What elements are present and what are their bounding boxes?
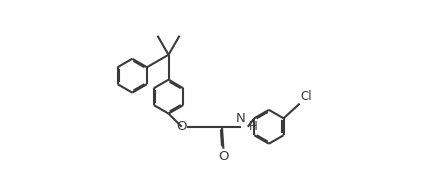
Text: O: O: [218, 151, 229, 163]
Text: N: N: [236, 112, 246, 124]
Text: O: O: [177, 120, 187, 133]
Text: H: H: [249, 120, 258, 133]
Text: Cl: Cl: [301, 90, 313, 102]
